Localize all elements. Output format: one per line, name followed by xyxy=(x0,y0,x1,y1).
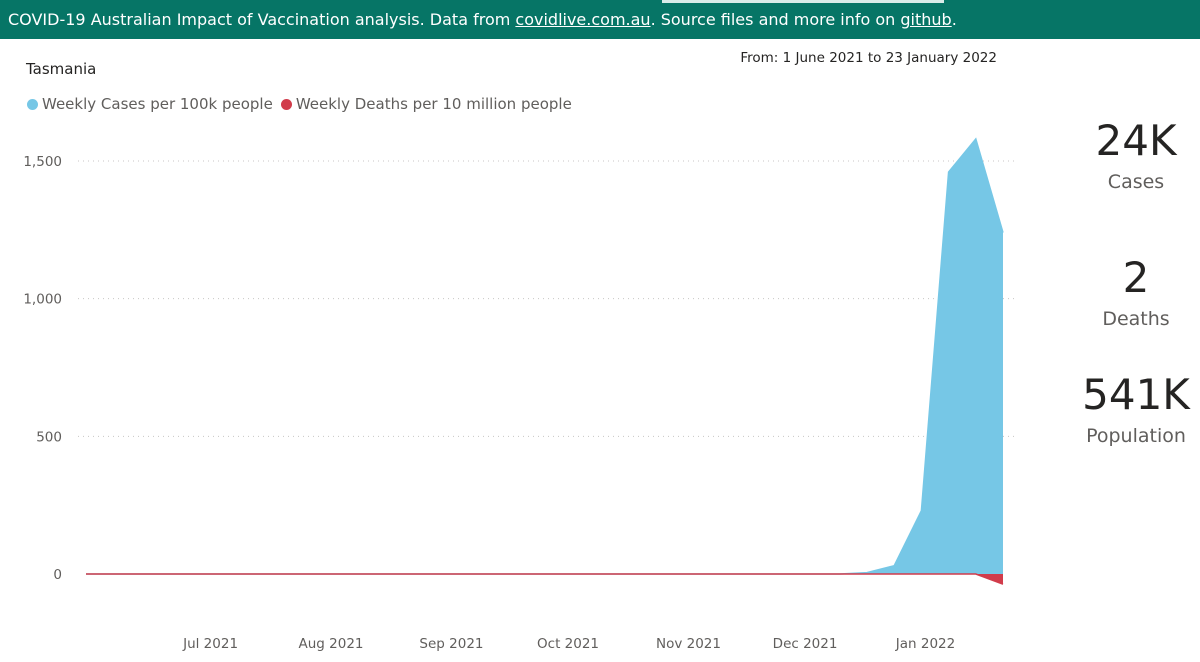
deaths-area xyxy=(86,574,1003,585)
legend-dot-deaths-icon xyxy=(280,98,292,110)
legend-item-cases[interactable]: Weekly Cases per 100k people xyxy=(27,95,273,113)
x-tick-label: Dec 2021 xyxy=(773,636,838,652)
github-link[interactable]: github xyxy=(900,10,952,29)
kpi-deaths: 2 Deaths xyxy=(1036,253,1200,331)
kpi-population-label: Population xyxy=(1086,425,1186,447)
chart-title: Tasmania xyxy=(26,60,97,78)
kpi-deaths-label: Deaths xyxy=(1102,308,1170,330)
x-tick-label: Jan 2022 xyxy=(895,636,955,652)
kpi-cases-label: Cases xyxy=(1107,171,1165,193)
area-chart: 0 500 1,000 1,500 Jul 2021 Aug 2021 Sep 2021 Oc… xyxy=(23,137,1018,652)
covidlive-link[interactable]: covidlive.com.au xyxy=(515,10,651,29)
top-banner: COVID-19 Australian Impact of Vaccinatio… xyxy=(0,0,1200,39)
legend-item-deaths[interactable]: Weekly Deaths per 10 million people xyxy=(280,95,572,113)
x-tick-label: Oct 2021 xyxy=(537,636,599,652)
kpi-deaths-value: 2 xyxy=(1122,253,1150,302)
banner-text-middle: . Source files and more info on xyxy=(650,10,901,29)
x-tick-label: Sep 2021 xyxy=(419,636,483,652)
kpi-population-value: 541K xyxy=(1082,370,1190,419)
kpi-cases-value: 24K xyxy=(1095,116,1177,165)
x-tick-label: Aug 2021 xyxy=(299,636,364,652)
kpi-population: 541K Population xyxy=(1036,370,1200,448)
y-tick-label: 0 xyxy=(53,567,62,583)
cases-line xyxy=(86,137,1004,575)
banner-text-suffix: . xyxy=(951,10,957,29)
kpi-cases: 24K Cases xyxy=(1036,116,1200,194)
y-tick-label: 500 xyxy=(36,429,62,445)
legend-label-cases: Weekly Cases per 100k people xyxy=(42,95,273,113)
cases-area xyxy=(86,138,1003,574)
banner-text-prefix: COVID-19 Australian Impact of Vaccinatio… xyxy=(8,10,516,29)
y-tick-label: 1,000 xyxy=(23,292,62,308)
x-tick-label: Nov 2021 xyxy=(656,636,721,652)
y-tick-label: 1,500 xyxy=(23,154,62,170)
chart-legend: Weekly Cases per 100k people Weekly Deat… xyxy=(27,95,580,113)
deaths-line xyxy=(86,573,1004,585)
date-range-label: From: 1 June 2021 to 23 January 2022 xyxy=(740,50,997,66)
legend-label-deaths: Weekly Deaths per 10 million people xyxy=(295,95,572,113)
banner-tab-indicator xyxy=(662,0,944,3)
x-tick-label: Jul 2021 xyxy=(182,636,238,652)
legend-dot-cases-icon xyxy=(27,98,38,110)
